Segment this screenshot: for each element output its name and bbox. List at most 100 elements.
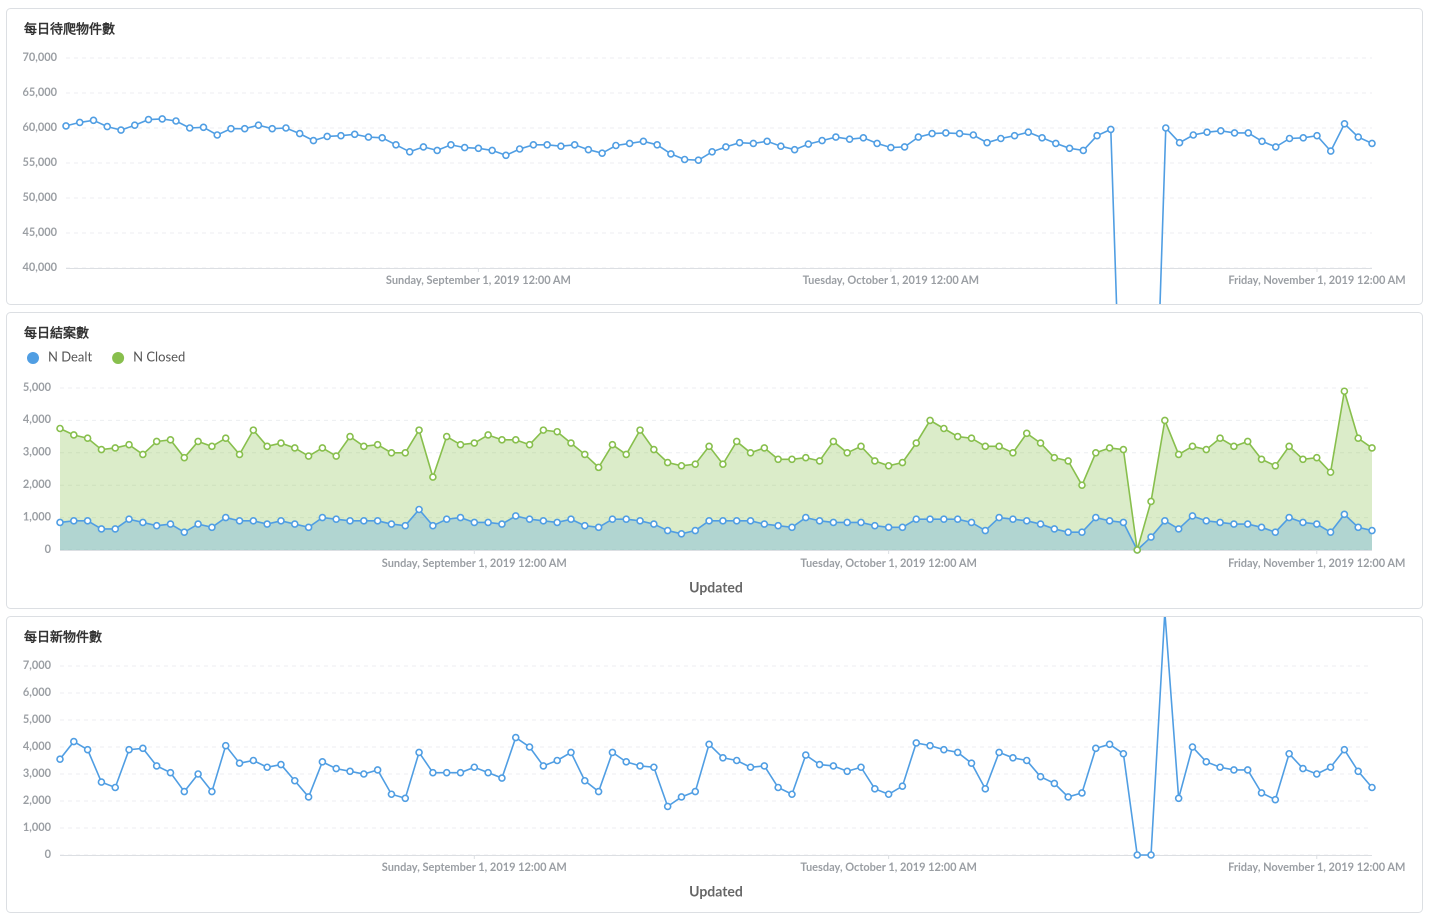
- point: [249, 756, 258, 765]
- point: [70, 431, 78, 439]
- point: [208, 787, 216, 796]
- point: [97, 525, 106, 533]
- point: [580, 776, 589, 785]
- y-tick-label: 0: [45, 848, 52, 861]
- point: [594, 787, 603, 796]
- point: [663, 458, 672, 467]
- y-tick-label: 4,000: [23, 740, 52, 753]
- point: [1188, 743, 1197, 751]
- point: [1174, 794, 1183, 803]
- x-tick-label: Tuesday, October 1, 2019 12:00 AM: [803, 274, 979, 287]
- point: [235, 759, 244, 768]
- point: [1203, 128, 1211, 136]
- point: [760, 520, 769, 528]
- point: [857, 442, 865, 451]
- point: [1119, 445, 1128, 454]
- point: [227, 124, 235, 133]
- point: [1257, 789, 1266, 797]
- panel: [6, 616, 1423, 913]
- point: [884, 790, 893, 799]
- point: [346, 517, 354, 525]
- point: [346, 767, 354, 776]
- y-tick-label: 3,000: [23, 767, 52, 780]
- point: [705, 740, 713, 749]
- point: [815, 517, 824, 525]
- point: [622, 515, 631, 524]
- point: [263, 763, 271, 772]
- point: [144, 115, 153, 124]
- point: [912, 515, 921, 524]
- y-tick-label: 65,000: [23, 86, 58, 99]
- point: [1312, 770, 1321, 778]
- point: [502, 151, 510, 160]
- point: [788, 455, 796, 464]
- point: [912, 439, 921, 447]
- point: [235, 517, 244, 525]
- point: [364, 133, 373, 141]
- point: [1312, 453, 1321, 462]
- point: [111, 444, 120, 452]
- point: [318, 444, 327, 452]
- point: [332, 764, 341, 773]
- point: [484, 768, 492, 777]
- point: [1133, 546, 1142, 554]
- point: [166, 768, 175, 777]
- point: [746, 448, 755, 457]
- point: [608, 515, 617, 524]
- point: [746, 517, 755, 525]
- point: [429, 473, 437, 481]
- point: [539, 517, 548, 525]
- point: [194, 770, 202, 778]
- point: [442, 768, 451, 777]
- point: [1119, 749, 1128, 758]
- point: [1091, 513, 1100, 522]
- point: [898, 458, 907, 467]
- chart-title: 每日待爬物件數: [24, 20, 115, 36]
- point: [584, 145, 593, 154]
- point: [898, 782, 907, 790]
- legend-swatch: [112, 352, 125, 364]
- point: [419, 143, 428, 151]
- point: [995, 442, 1003, 451]
- point: [1354, 434, 1362, 443]
- point: [117, 126, 125, 134]
- point: [1105, 517, 1114, 525]
- point: [622, 758, 631, 766]
- point: [774, 455, 782, 464]
- point: [967, 518, 976, 527]
- point: [1285, 442, 1293, 451]
- point: [470, 763, 479, 772]
- point: [1230, 442, 1238, 451]
- point: [680, 155, 689, 164]
- point: [1243, 437, 1252, 446]
- point: [691, 787, 700, 796]
- point: [83, 434, 92, 443]
- point: [845, 135, 854, 143]
- point: [166, 436, 175, 444]
- point: [1174, 450, 1183, 459]
- point: [650, 763, 658, 772]
- point: [746, 763, 755, 772]
- point: [268, 124, 277, 133]
- point: [1022, 756, 1031, 765]
- point: [83, 745, 92, 754]
- point: [543, 141, 551, 149]
- point: [981, 442, 990, 451]
- point: [484, 431, 492, 439]
- point: [235, 450, 244, 459]
- point: [332, 452, 341, 460]
- point: [373, 440, 382, 449]
- point: [1078, 789, 1086, 797]
- point: [719, 460, 727, 468]
- point: [83, 517, 92, 525]
- point: [598, 149, 606, 157]
- point: [290, 520, 299, 528]
- point: [1299, 455, 1307, 464]
- point: [309, 136, 318, 145]
- point: [180, 528, 189, 536]
- point: [185, 124, 194, 132]
- point: [1174, 525, 1183, 533]
- chart-title: 每日新物件數: [24, 628, 102, 644]
- point: [1175, 138, 1184, 147]
